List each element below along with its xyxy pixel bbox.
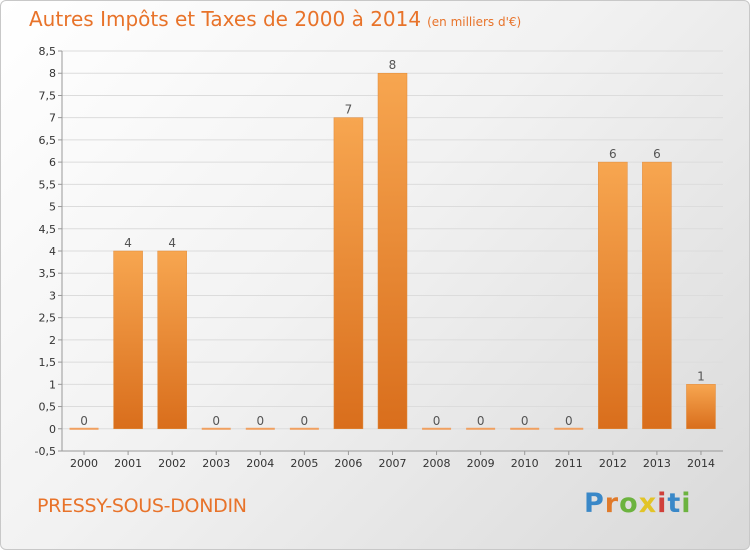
y-tick-label: -0,5	[35, 445, 56, 458]
bar-value-label: 6	[609, 147, 617, 161]
place-name: PRESSY-SOUS-DONDIN	[37, 495, 247, 517]
bar	[245, 427, 275, 430]
x-tick-label: 2012	[599, 457, 627, 470]
x-tick-label: 2009	[467, 457, 495, 470]
y-tick-label: 1,5	[39, 356, 57, 369]
y-tick-label: 4	[49, 245, 56, 258]
x-tick-label: 2014	[687, 457, 715, 470]
x-tick-label: 2007	[379, 457, 407, 470]
y-tick-label: 8	[49, 67, 56, 80]
bar-value-label: 4	[124, 236, 132, 250]
logo-letter: P	[584, 488, 605, 519]
bar-value-label: 0	[521, 414, 529, 428]
bar	[69, 427, 99, 430]
logo-letter: t	[667, 488, 682, 519]
bar-value-label: 8	[389, 58, 397, 72]
x-tick-label: 2002	[158, 457, 186, 470]
y-tick-label: 6	[49, 156, 56, 169]
bar-value-label: 0	[477, 414, 485, 428]
y-tick-label: 1	[49, 378, 56, 391]
y-tick-label: 2,5	[39, 312, 57, 325]
bar	[113, 250, 143, 430]
bar-value-label: 0	[212, 414, 220, 428]
bar	[333, 117, 364, 430]
bar-value-label: 0	[80, 414, 88, 428]
bar-value-label: 0	[301, 414, 309, 428]
bar	[686, 384, 716, 430]
x-tick-label: 2006	[334, 457, 362, 470]
x-tick-label: 2003	[202, 457, 230, 470]
y-tick-label: 0	[49, 423, 56, 436]
bar	[642, 161, 672, 430]
bar-value-label: 4	[168, 236, 176, 250]
x-tick-label: 2010	[511, 457, 539, 470]
logo-letter: r	[604, 488, 620, 519]
bar	[422, 427, 452, 430]
bar-value-label: 0	[565, 414, 573, 428]
y-tick-label: 6,5	[39, 134, 57, 147]
bar	[598, 161, 628, 430]
y-tick-label: 8,5	[39, 45, 57, 58]
bar	[377, 72, 408, 430]
x-tick-label: 2011	[555, 457, 583, 470]
logo-letter: i	[657, 488, 668, 519]
y-tick-label: 4,5	[39, 223, 57, 236]
x-tick-label: 2000	[70, 457, 98, 470]
y-tick-label: 3	[49, 289, 56, 302]
bar	[554, 427, 584, 430]
bar-value-label: 0	[433, 414, 441, 428]
bar-value-label: 7	[345, 103, 353, 117]
x-tick-label: 2013	[643, 457, 671, 470]
logo-letter: i	[681, 488, 692, 519]
y-tick-label: 7	[49, 112, 56, 125]
bar-value-label: 1	[697, 369, 705, 383]
y-tick-label: 7,5	[39, 89, 57, 102]
bar	[289, 427, 319, 430]
logo-letter: o	[619, 488, 639, 519]
y-tick-label: 5,5	[39, 178, 57, 191]
bar	[466, 427, 496, 430]
bar	[201, 427, 231, 430]
bar	[157, 250, 187, 430]
bar	[510, 427, 540, 430]
x-tick-label: 2005	[290, 457, 318, 470]
y-tick-label: 3,5	[39, 267, 57, 280]
chart-unit-note: (en milliers d'€)	[427, 15, 522, 29]
chart-title-text: Autres Impôts et Taxes de 2000 à 2014	[29, 7, 422, 31]
logo-letter: x	[638, 488, 658, 519]
chart-title: Autres Impôts et Taxes de 2000 à 2014 (en…	[29, 7, 521, 31]
y-tick-label: 0,5	[39, 401, 57, 414]
bar-value-label: 0	[256, 414, 264, 428]
bar-value-label: 6	[653, 147, 661, 161]
y-tick-label: 2	[49, 334, 56, 347]
proxiti-logo: Proxiti	[584, 488, 692, 519]
y-tick-label: 5	[49, 201, 56, 214]
x-tick-label: 2008	[423, 457, 451, 470]
x-tick-label: 2001	[114, 457, 142, 470]
x-tick-label: 2004	[246, 457, 274, 470]
